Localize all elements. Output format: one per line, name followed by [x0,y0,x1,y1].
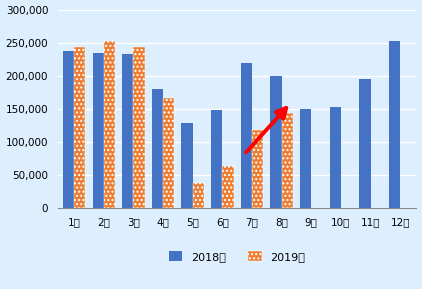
Bar [389,41,400,208]
Bar [133,47,145,208]
Bar [74,47,86,208]
Bar [104,41,115,208]
Bar [359,79,371,208]
Bar [300,109,311,208]
Bar [252,130,263,208]
Bar [193,183,204,208]
Bar [330,107,341,208]
Bar [92,53,104,208]
Bar [281,113,293,208]
Bar [211,110,222,208]
Bar [181,123,193,208]
Bar [271,76,281,208]
Bar [241,63,252,208]
Legend: 2018年, 2019年: 2018年, 2019年 [169,251,306,262]
Bar [63,51,74,208]
Bar [122,54,133,208]
Bar [222,166,234,208]
Bar [163,98,174,208]
Bar [152,89,163,208]
